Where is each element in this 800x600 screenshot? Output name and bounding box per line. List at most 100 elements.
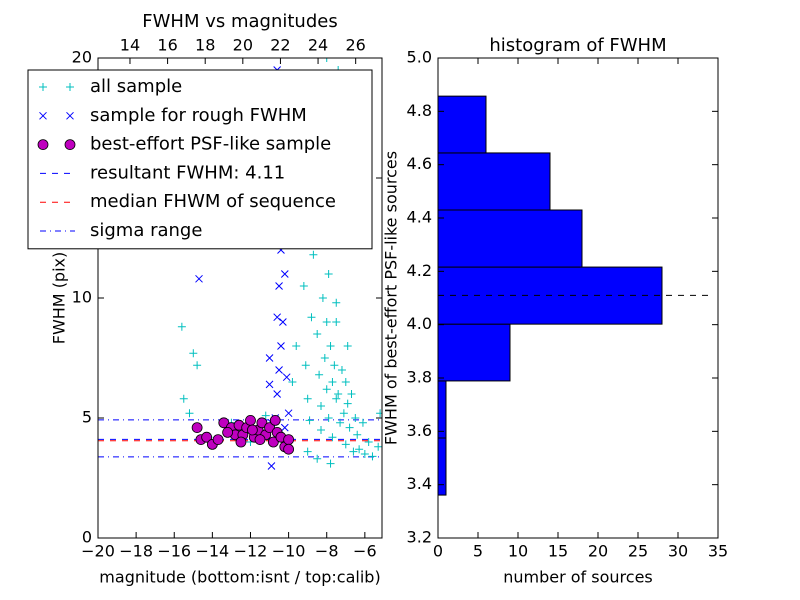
point [328,378,337,386]
point [283,443,295,455]
point [301,361,310,370]
legend-label: median FHWM of sequence [90,191,336,212]
point [284,409,293,418]
point [324,270,333,278]
histogram-bar [437,209,583,268]
point [337,366,346,374]
legend-marker [66,83,74,91]
point [222,426,234,438]
point [324,414,333,422]
point [191,422,203,434]
point [303,447,312,456]
point [332,394,341,403]
point [315,370,324,379]
point [368,452,377,461]
chart-title: FWHM vs magnitudes [142,11,337,32]
point [330,361,339,370]
y-tick-label: 3.8 [407,368,432,387]
x-tick-label: 15 [548,542,568,561]
point [318,294,327,302]
point [265,354,274,362]
histogram-bar [437,437,447,496]
point [345,423,354,432]
x2-tick-label: 14 [120,36,140,55]
x-tick-label: −18 [119,542,153,561]
point [267,462,276,470]
point [353,430,362,439]
y-axis-label: FWHM (pix) [50,252,69,345]
point [261,411,270,420]
legend-box [27,69,373,250]
x-tick-label: 30 [668,542,688,561]
point [322,385,331,394]
point [189,349,198,358]
point [317,402,326,410]
x2-tick-label: 18 [195,36,215,55]
legend-label: resultant FWHM: 4.11 [90,162,285,183]
point [185,409,194,418]
legend-marker [66,111,74,120]
point [267,436,279,448]
point [322,318,331,326]
x-tick-label: 5 [473,542,483,561]
point [264,422,275,434]
point [280,270,289,278]
point [351,414,360,422]
point [317,426,326,434]
point [328,433,337,442]
x-tick-label: 35 [708,542,728,561]
point [307,313,316,322]
point [275,282,283,290]
point [280,423,289,432]
point [279,318,287,326]
legend-label: best-effort PSF-like sample [90,134,331,155]
point [343,342,352,350]
legend-label: all sample [90,76,182,97]
point [339,409,348,418]
point [256,417,268,429]
plot-clip [98,58,382,470]
point [320,354,329,362]
x-axis-label: number of sources [503,568,653,587]
y-tick-label: 20 [72,48,92,67]
point [273,313,282,322]
point [332,298,341,307]
point [313,454,322,463]
x-tick-label: −20 [81,542,115,561]
point [212,434,224,446]
x2-tick-label: 20 [233,36,253,55]
x-tick-label: −8 [315,542,339,561]
legend-marker [37,139,49,151]
x-tick-label: −10 [272,542,306,561]
x-axis-label: magnitude (bottom:isnt / top:calib) [99,568,380,587]
point [349,447,358,456]
point [299,282,308,290]
x-tick-label: 20 [588,542,608,561]
y-tick-label: 4.8 [407,101,432,120]
y-tick-label: 5 [82,408,92,427]
point [277,342,285,350]
y-tick-label: 3.4 [407,474,432,493]
point [360,450,369,458]
histogram-bar [437,323,511,382]
point [283,434,295,446]
chart-title: histogram of FWHM [489,35,666,56]
x-tick-label: 25 [628,542,648,561]
point [269,414,281,426]
x-tick-label: −6 [353,542,377,561]
point [376,409,382,418]
point [336,418,345,427]
y-tick-label: 5.0 [407,48,432,67]
y-tick-label: 10 [72,288,92,307]
point [245,414,256,426]
point [246,424,258,436]
point [326,342,335,350]
y-tick-label: 4.0 [407,314,432,333]
point [282,373,291,382]
x2-tick-label: 26 [345,36,365,55]
point [179,394,188,403]
point [303,394,312,403]
point [292,342,301,350]
point [332,318,341,326]
